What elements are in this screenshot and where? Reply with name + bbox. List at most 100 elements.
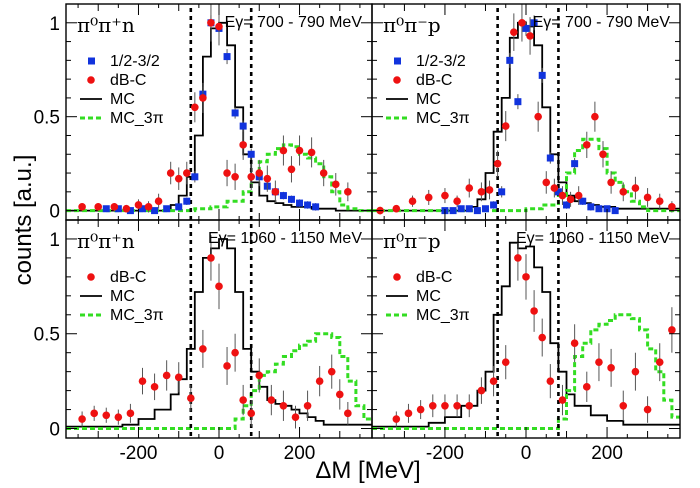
dbc-point [255, 169, 264, 177]
dbc-point [485, 186, 494, 194]
dbc-point [134, 201, 143, 209]
dbc-point [263, 174, 272, 183]
dbc-point [295, 146, 304, 155]
dbc-point [331, 180, 340, 189]
half-point [296, 199, 304, 207]
dbc-point [501, 358, 510, 366]
legend-label: MC [110, 288, 135, 305]
dbc-point [199, 345, 207, 353]
half-point [126, 207, 134, 215]
dbc-point [522, 273, 530, 281]
half-point [312, 203, 320, 211]
dbc-point [428, 401, 437, 410]
dbc-point [154, 197, 163, 206]
half-point [563, 201, 571, 209]
dbc-point [566, 195, 575, 204]
dbc-point [231, 173, 239, 181]
mc3pi-histogram [66, 332, 372, 430]
dbc-point [582, 141, 591, 149]
dbc-point [315, 377, 324, 385]
dbc-point [416, 405, 425, 414]
dbc-point [239, 396, 247, 404]
dbc-point [174, 174, 183, 183]
dbc-point [542, 178, 551, 187]
dbc-point [335, 390, 344, 399]
legend-label: dB-C [416, 269, 452, 286]
half-point [139, 205, 146, 213]
legend-label: MC_3π [416, 307, 470, 324]
dbc-point [90, 409, 98, 418]
x-tick-label: 0 [521, 443, 532, 464]
dbc-point [279, 146, 288, 155]
dbc-point [607, 178, 615, 187]
panel-title: π⁰π⁺n [77, 13, 135, 37]
legend-half-marker [88, 57, 95, 65]
energy-range: Eγ= 700 - 790 MeV [533, 14, 671, 31]
dbc-point [247, 173, 256, 181]
x-tick-label: 200 [591, 443, 623, 464]
plot-area [372, 4, 680, 220]
dbc-point [607, 364, 615, 372]
legend-label: dB-C [110, 269, 146, 286]
dbc-point [526, 32, 534, 40]
half-point [163, 205, 171, 213]
panel-3: 0 0.5 1 -200 0 200 π⁰π⁺n Eγ= 1060 - 1150 MeV dB-… [34, 219, 373, 464]
dbc-point [319, 169, 328, 177]
dbc-point [465, 184, 474, 192]
panel-2: π⁰π⁻p Eγ= 700 - 790 MeV 1/2-3/2 dB-C MC MC_3π [371, 3, 681, 221]
dbc-point [223, 362, 231, 370]
dbc-point [424, 193, 433, 202]
panel-title: π⁰π⁻p [383, 229, 441, 253]
dbc-point [493, 159, 502, 168]
dbc-point [162, 371, 171, 380]
half-point [587, 203, 595, 211]
mc-histogram [372, 21, 680, 212]
dbc-point [599, 150, 607, 159]
dbc-point [78, 203, 86, 211]
legend-label: 1/2-3/2 [416, 53, 466, 70]
half-point [611, 207, 619, 215]
dbc-point [327, 367, 336, 376]
dbc-point [643, 405, 652, 414]
dbc-point [392, 204, 401, 213]
dbc-point [477, 386, 486, 395]
dbc-point [94, 203, 103, 211]
half-point [522, 24, 530, 32]
y-tick-label: 0 [49, 202, 60, 223]
half-point [481, 205, 489, 213]
dbc-point [78, 415, 86, 423]
x-tick-label: -200 [426, 443, 464, 464]
dbc-point [291, 413, 300, 421]
x-tick-label: 200 [284, 443, 316, 464]
dbc-point [546, 377, 555, 385]
half-point [279, 192, 287, 200]
dbc-point [279, 401, 288, 410]
dbc-point [239, 141, 247, 149]
legend: 1/2-3/2 dB-C MC MC_3π [80, 53, 164, 127]
dbc-point [465, 401, 474, 410]
panel-title: π⁰π⁻p [383, 13, 441, 37]
legend-label: MC_3π [110, 110, 164, 127]
dbc-point [102, 411, 111, 420]
legend-dbc-marker [393, 273, 401, 281]
legend-label: dB-C [416, 72, 452, 89]
half-point [231, 109, 239, 117]
dbc-point [231, 348, 239, 357]
mc3pi-histogram [372, 137, 680, 213]
legend: 1/2-3/2 dB-C MC MC_3π [386, 53, 470, 127]
dbc-point [110, 203, 119, 211]
half-point [151, 207, 159, 215]
legend: dB-C MC MC_3π [386, 269, 470, 324]
dbc-point [574, 191, 583, 200]
half-point [287, 195, 295, 203]
dbc-point [453, 401, 461, 410]
legend: dB-C MC MC_3π [80, 269, 164, 324]
half-point [530, 19, 538, 27]
half-point [247, 150, 255, 158]
half-point [490, 201, 498, 209]
dbc-point [215, 282, 223, 291]
y-axis-title: counts [a.u.] [10, 155, 37, 286]
dbc-point [534, 112, 542, 121]
dbc-point [199, 94, 207, 102]
